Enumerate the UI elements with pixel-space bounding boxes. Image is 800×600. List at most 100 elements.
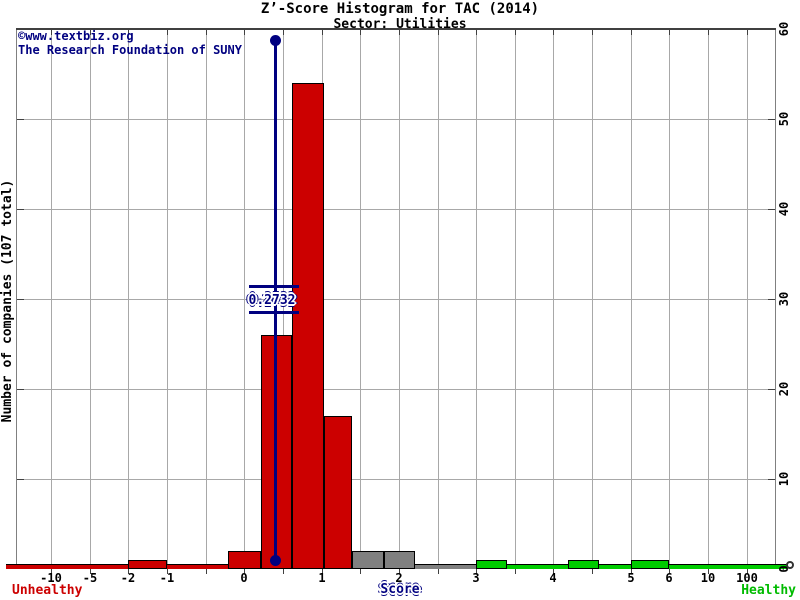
x-tick-label: 0 <box>240 571 248 585</box>
right-axis-tick <box>768 119 775 120</box>
histogram-bar <box>631 560 669 569</box>
watermark-site: ©www.textbiz.org <box>18 29 134 43</box>
x-axis-title: Score <box>380 582 420 597</box>
plot-right-border <box>775 30 776 569</box>
healthy-region-label: Healthy <box>741 583 796 598</box>
top-axis-tick <box>90 30 91 35</box>
right-axis-tick <box>768 389 775 390</box>
top-axis-tick <box>669 30 670 35</box>
left-axis-tick <box>17 389 24 390</box>
bottom-axis-tick <box>322 569 323 574</box>
bottom-axis-tick <box>206 569 207 574</box>
bottom-axis-tick <box>631 569 632 574</box>
y-tick-label: 20 <box>777 381 791 397</box>
plot-top-border <box>16 28 776 30</box>
top-axis-tick <box>360 30 361 35</box>
bottom-axis-tick <box>592 569 593 574</box>
histogram-bar <box>352 551 384 569</box>
chart-subtitle: Sector: Utilities <box>333 17 467 32</box>
chart-title: Z’-Score Histogram for TAC (2014) <box>260 1 540 17</box>
top-axis-tick <box>708 30 709 35</box>
left-axis-tick <box>17 209 24 210</box>
x-tick-label: 4 <box>549 571 557 585</box>
x-tick-label: -1 <box>159 571 175 585</box>
score-marker-bottom-dot <box>270 555 281 566</box>
left-axis-tick <box>17 299 24 300</box>
bottom-axis-tick <box>51 569 52 574</box>
score-marker-top-dot <box>270 35 281 46</box>
histogram-bar <box>128 560 167 569</box>
bottom-axis-tick <box>283 569 284 574</box>
bottom-axis-tick <box>167 569 168 574</box>
top-axis-tick <box>244 30 245 35</box>
histogram-bar <box>292 83 324 569</box>
bottom-axis-tick <box>360 569 361 574</box>
top-axis-tick <box>283 30 284 35</box>
x-tick-label: 100 <box>736 571 758 585</box>
bottom-axis-tick <box>708 569 709 574</box>
histogram-bar <box>568 560 599 569</box>
top-axis-tick <box>206 30 207 35</box>
x-tick-label: 6 <box>665 571 673 585</box>
top-axis-tick <box>476 30 477 35</box>
axis-end-circle <box>786 561 794 569</box>
x-tick-label: 3 <box>472 571 480 585</box>
x-tick-label: -2 <box>120 571 136 585</box>
top-axis-tick <box>128 30 129 35</box>
horizontal-gridline <box>17 119 775 120</box>
right-axis-tick <box>768 209 775 210</box>
unhealthy-region-label: Unhealthy <box>12 583 83 598</box>
score-marker-value: 0.2732 <box>248 293 296 308</box>
bottom-axis-tick <box>438 569 439 574</box>
top-axis-tick <box>322 30 323 35</box>
bottom-axis-tick <box>747 569 748 574</box>
bottom-axis-tick <box>476 569 477 574</box>
horizontal-gridline <box>17 389 775 390</box>
x-tick-label: 1 <box>318 571 326 585</box>
y-tick-label: 30 <box>777 291 791 307</box>
y-tick-label: 40 <box>777 201 791 217</box>
top-axis-tick <box>553 30 554 35</box>
top-axis-tick <box>438 30 439 35</box>
x-tick-label: 5 <box>627 571 635 585</box>
top-axis-tick <box>515 30 516 35</box>
bottom-axis-tick <box>128 569 129 574</box>
bottom-axis-tick <box>90 569 91 574</box>
y-tick-label: 10 <box>777 471 791 487</box>
right-axis-tick <box>768 299 775 300</box>
bottom-axis-tick <box>244 569 245 574</box>
x-tick-label: -10 <box>40 571 62 585</box>
horizontal-gridline <box>17 299 775 300</box>
histogram-bar <box>384 551 415 569</box>
left-axis-tick <box>17 479 24 480</box>
left-axis-tick <box>17 119 24 120</box>
y-axis-title: Number of companies (107 total) <box>0 179 15 423</box>
x-tick-label: 10 <box>700 571 716 585</box>
score-marker-upper-cap <box>249 285 299 288</box>
x-tick-label: 2 <box>395 571 403 585</box>
top-axis-tick <box>51 30 52 35</box>
bottom-axis-tick <box>399 569 400 574</box>
plot-area: 0.2732 <box>6 28 794 574</box>
zero-bin-strip <box>6 564 352 569</box>
top-axis-tick <box>399 30 400 35</box>
histogram-bar <box>324 416 352 569</box>
horizontal-gridline <box>17 209 775 210</box>
y-tick-label: 0 <box>777 565 791 573</box>
y-tick-label: 50 <box>777 111 791 127</box>
score-marker-line <box>274 38 277 561</box>
top-axis-tick <box>747 30 748 35</box>
plot-left-border <box>16 30 17 569</box>
top-axis-tick <box>631 30 632 35</box>
bottom-axis-tick <box>515 569 516 574</box>
top-axis-tick <box>592 30 593 35</box>
bottom-axis-tick <box>553 569 554 574</box>
bottom-axis-tick <box>669 569 670 574</box>
histogram-bar <box>476 560 507 569</box>
x-tick-label: -5 <box>82 571 98 585</box>
horizontal-gridline <box>17 479 775 480</box>
watermark-org: The Research Foundation of SUNY <box>18 43 242 57</box>
histogram-bar <box>228 551 261 569</box>
right-axis-tick <box>768 479 775 480</box>
